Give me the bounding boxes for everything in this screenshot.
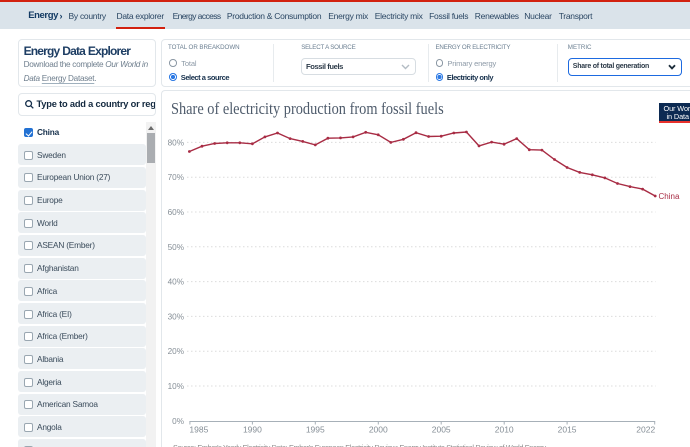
svg-text:0%: 0% [172,417,184,426]
svg-text:2000: 2000 [369,424,388,434]
svg-text:1995: 1995 [306,424,325,434]
svg-text:China: China [659,192,680,201]
svg-text:30%: 30% [168,312,184,321]
svg-text:2005: 2005 [432,424,451,434]
svg-text:2010: 2010 [495,424,514,434]
svg-text:40%: 40% [168,278,184,287]
svg-text:60%: 60% [168,208,184,217]
svg-text:80%: 80% [168,138,184,147]
svg-text:2022: 2022 [636,424,655,434]
svg-text:20%: 20% [168,347,184,356]
svg-text:2015: 2015 [558,424,577,434]
svg-text:50%: 50% [168,243,184,252]
svg-text:10%: 10% [168,382,184,391]
svg-text:70%: 70% [168,173,184,182]
svg-text:1985: 1985 [189,424,208,434]
svg-text:1990: 1990 [243,424,262,434]
